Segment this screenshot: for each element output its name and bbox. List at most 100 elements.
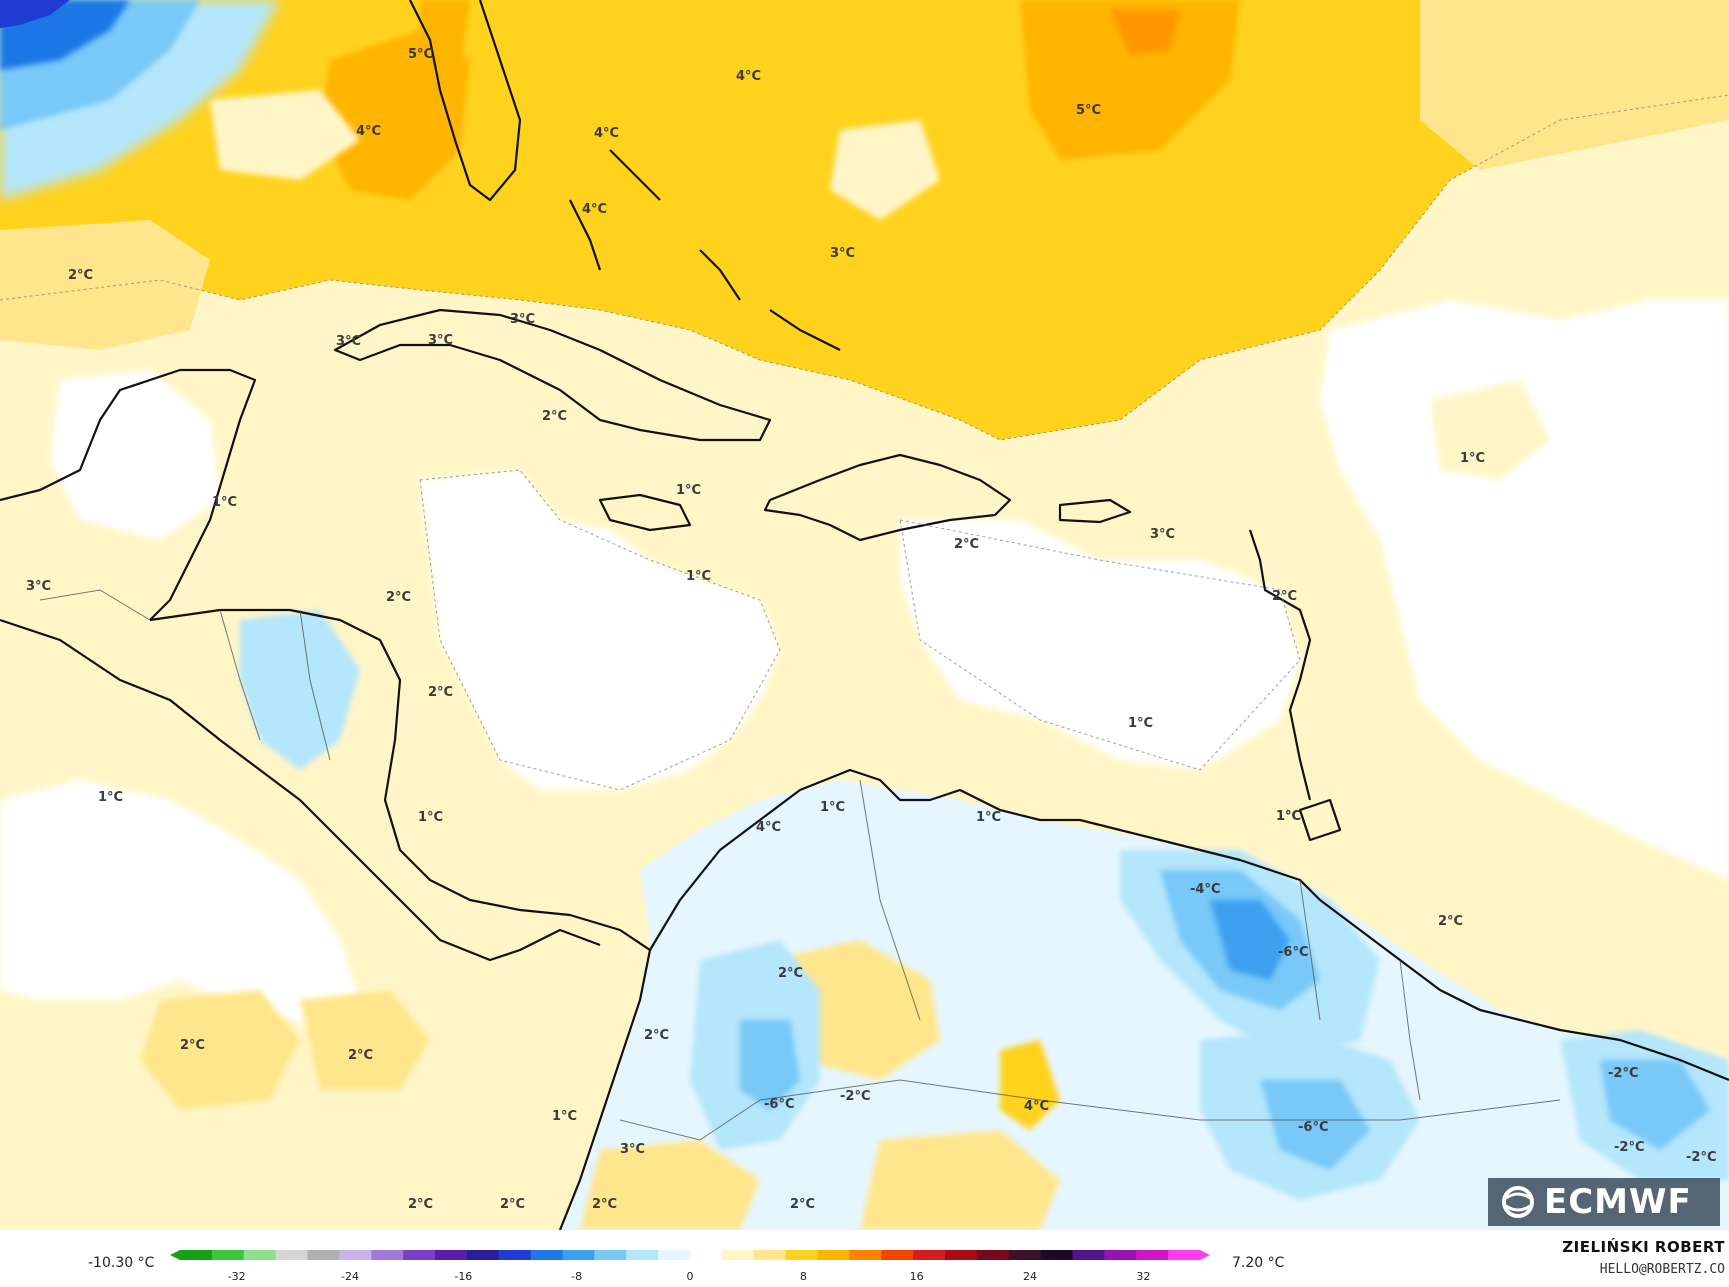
color-scale-swatch (1168, 1250, 1201, 1260)
color-scale-swatch (339, 1250, 372, 1260)
ecmwf-logo: ECMWF (1488, 1178, 1720, 1226)
coastline-central-america-east (149, 608, 651, 951)
color-scale-tick-label: 8 (800, 1270, 807, 1283)
color-scale-swatch (403, 1250, 436, 1260)
border-central-2 (299, 609, 331, 761)
coastline-yucatan (0, 368, 257, 621)
color-scale-swatch (275, 1250, 308, 1260)
cold-core-brazil (1600, 1060, 1710, 1150)
color-scale-swatch (913, 1250, 946, 1260)
anomaly-label: 4°C (356, 124, 381, 139)
anomaly-label: 3°C (830, 246, 855, 261)
neutral-atlantic-east (1320, 300, 1729, 880)
anomaly-label: -6°C (1298, 1120, 1328, 1135)
warm-band-northeast-light (1420, 0, 1729, 170)
coastline-bahamas-3 (699, 249, 741, 301)
anomaly-label: 1°C (212, 495, 237, 510)
color-scale-swatch (307, 1250, 340, 1260)
coastline-jamaica (598, 493, 692, 532)
anomaly-label: 2°C (68, 268, 93, 283)
anomaly-label: 1°C (1276, 809, 1301, 824)
anomaly-label: 2°C (386, 590, 411, 605)
country-borders (39, 589, 1561, 1141)
warm-pocket-florida (420, 0, 470, 90)
anomaly-label: 1°C (820, 800, 845, 815)
color-scale-swatch (976, 1250, 1010, 1260)
anomaly-label: 4°C (594, 126, 619, 141)
cold-corner-core (0, 0, 70, 28)
anomaly-label: 2°C (500, 1197, 525, 1212)
anomaly-label: 1°C (676, 483, 701, 498)
warm-patch-sa-4 (860, 1130, 1060, 1230)
warm-patch-sa-3 (580, 1140, 760, 1230)
warm-patch-pacific-1 (140, 990, 300, 1110)
coastline-trinidad (1298, 798, 1342, 842)
anomaly-label: -2°C (1614, 1140, 1644, 1155)
color-scale-swatch (945, 1250, 978, 1260)
color-scale-swatch (721, 1250, 755, 1260)
color-scale-swatch (785, 1250, 818, 1260)
color-scale-ticks: -32 -24 -16 -8 0 8 16 24 32 (228, 1270, 1151, 1283)
anomaly-label: 2°C (1438, 914, 1463, 929)
coastline-lesser-antilles (1248, 529, 1312, 801)
cold-patch-central-america (240, 610, 360, 770)
anomaly-label: 1°C (552, 1109, 577, 1124)
color-scale-swatch (849, 1250, 882, 1260)
anomaly-label: 2°C (954, 537, 979, 552)
anomaly-labels: 5°C 4°C 4°C 5°C 4°C 4°C 3°C 2°C 3°C 3°C … (26, 47, 1716, 1212)
anomaly-label: 1°C (1276, 809, 1301, 824)
border-central-1 (219, 609, 261, 741)
author-email: HELLO@ROBERTZ.CO (1599, 1262, 1725, 1277)
contour-lines (0, 94, 1729, 791)
ecmwf-logo-icon (1502, 1186, 1534, 1218)
scale-max-label: 7.20 °C (1232, 1255, 1285, 1271)
color-scale-swatch (498, 1250, 532, 1260)
color-scale-swatch (1136, 1250, 1169, 1260)
anomaly-label: 3°C (620, 1142, 645, 1157)
color-scale-swatch (626, 1250, 659, 1260)
anomaly-label: 1°C (1128, 716, 1153, 731)
border-colombia-peru (619, 1099, 761, 1141)
anomaly-label: 4°C (582, 202, 607, 217)
color-scale-swatch (466, 1250, 500, 1260)
color-scale-swatch (1104, 1250, 1137, 1260)
anomaly-label: 2°C (1272, 589, 1297, 604)
warm-pocket-atlantic (1020, 0, 1240, 160)
neutral-caribbean-central (420, 470, 780, 790)
anomaly-label: 4°C (1024, 1099, 1049, 1114)
anomaly-label: 5°C (1076, 103, 1101, 118)
cold-core-andes (740, 1020, 800, 1110)
anomaly-label: -6°C (1278, 945, 1308, 960)
anomaly-label: 3°C (1150, 527, 1175, 542)
anomaly-label: 4°C (756, 820, 781, 835)
coastline-puerto-rico (1058, 498, 1132, 524)
coastline-south-america-north (649, 768, 1729, 1082)
color-scale-tick-label: -32 (228, 1270, 246, 1283)
coastline-bahamas-2 (609, 149, 661, 201)
anomaly-field (0, 0, 1729, 1230)
anomaly-label: 1°C (98, 790, 123, 805)
neutral-patch-north-atlantic (830, 120, 940, 220)
border-colombia-venezuela (859, 779, 921, 1021)
anomaly-label: 2°C (592, 1197, 617, 1212)
color-scale-tick-label: -8 (571, 1270, 582, 1283)
coastline-florida (409, 0, 522, 202)
land-south-america (560, 780, 1729, 1230)
coastline-south-america-west (558, 949, 652, 1230)
coastline-central-america-west (0, 618, 601, 962)
coastline-cuba (333, 308, 772, 442)
cold-core-guiana (1260, 1080, 1370, 1170)
anomaly-label: 2°C (428, 685, 453, 700)
anomaly-label: 1°C (976, 810, 1001, 825)
color-scale-tick-label: 16 (910, 1270, 924, 1283)
color-scale-swatch (562, 1250, 595, 1260)
anomaly-label: 3°C (26, 579, 51, 594)
warm-patch-east-1 (1430, 380, 1550, 480)
warm-patch-gulf-west (0, 220, 210, 350)
anomaly-label: 2°C (778, 966, 803, 981)
anomaly-label: 1°C (1460, 451, 1485, 466)
color-scale-arrow-left (170, 1250, 180, 1260)
color-scale-swatch (881, 1250, 914, 1260)
coastline-hispaniola (763, 453, 1012, 542)
warm-patch-pacific-2 (300, 990, 430, 1090)
